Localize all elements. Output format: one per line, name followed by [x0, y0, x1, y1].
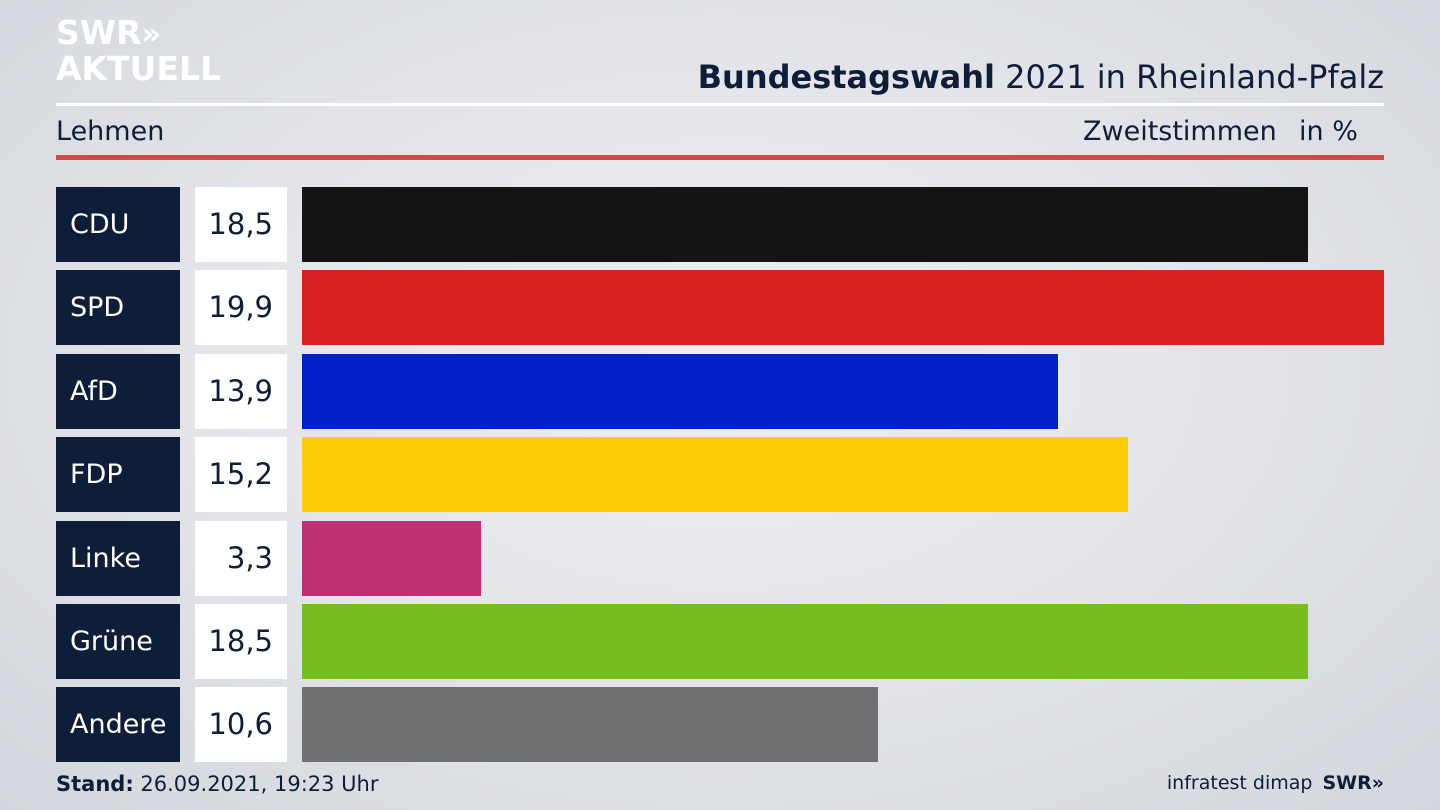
timestamp: Stand: 26.09.2021, 19:23 Uhr	[56, 772, 379, 796]
bar	[302, 521, 481, 596]
value-label: 10,6	[195, 687, 287, 762]
value-label: 3,3	[195, 521, 287, 596]
chart-title: Bundestagswahl 2021 in Rheinland-Pfalz	[697, 58, 1384, 96]
swr-aktuell-logo: SWR» AKTUELL	[56, 13, 222, 88]
source-credit: infratest dimap SWR»	[1167, 772, 1384, 794]
value-label: 13,9	[195, 354, 287, 429]
value-label: 19,9	[195, 270, 287, 345]
unit-label: in %	[1299, 116, 1358, 147]
party-label: FDP	[56, 437, 180, 512]
red-divider	[56, 155, 1384, 160]
bar	[302, 437, 1128, 512]
bar	[302, 187, 1308, 262]
swr-brand-logo: SWR»	[1322, 772, 1384, 794]
bar	[302, 354, 1058, 429]
bar	[302, 687, 878, 762]
party-label: CDU	[56, 187, 180, 262]
party-label: Andere	[56, 687, 180, 762]
vote-type-label: Zweitstimmen	[1083, 116, 1277, 147]
bar	[302, 270, 1384, 345]
bar	[302, 604, 1308, 679]
party-label: Linke	[56, 521, 180, 596]
party-label: Grüne	[56, 604, 180, 679]
value-label: 15,2	[195, 437, 287, 512]
source-label: infratest dimap	[1166, 772, 1313, 794]
party-label: SPD	[56, 270, 180, 345]
chevron-right-icon: »	[141, 17, 162, 52]
value-label: 18,5	[195, 187, 287, 262]
region-label: Lehmen	[56, 116, 165, 147]
value-label: 18,5	[195, 604, 287, 679]
header-divider	[56, 103, 1384, 106]
party-label: AfD	[56, 354, 180, 429]
